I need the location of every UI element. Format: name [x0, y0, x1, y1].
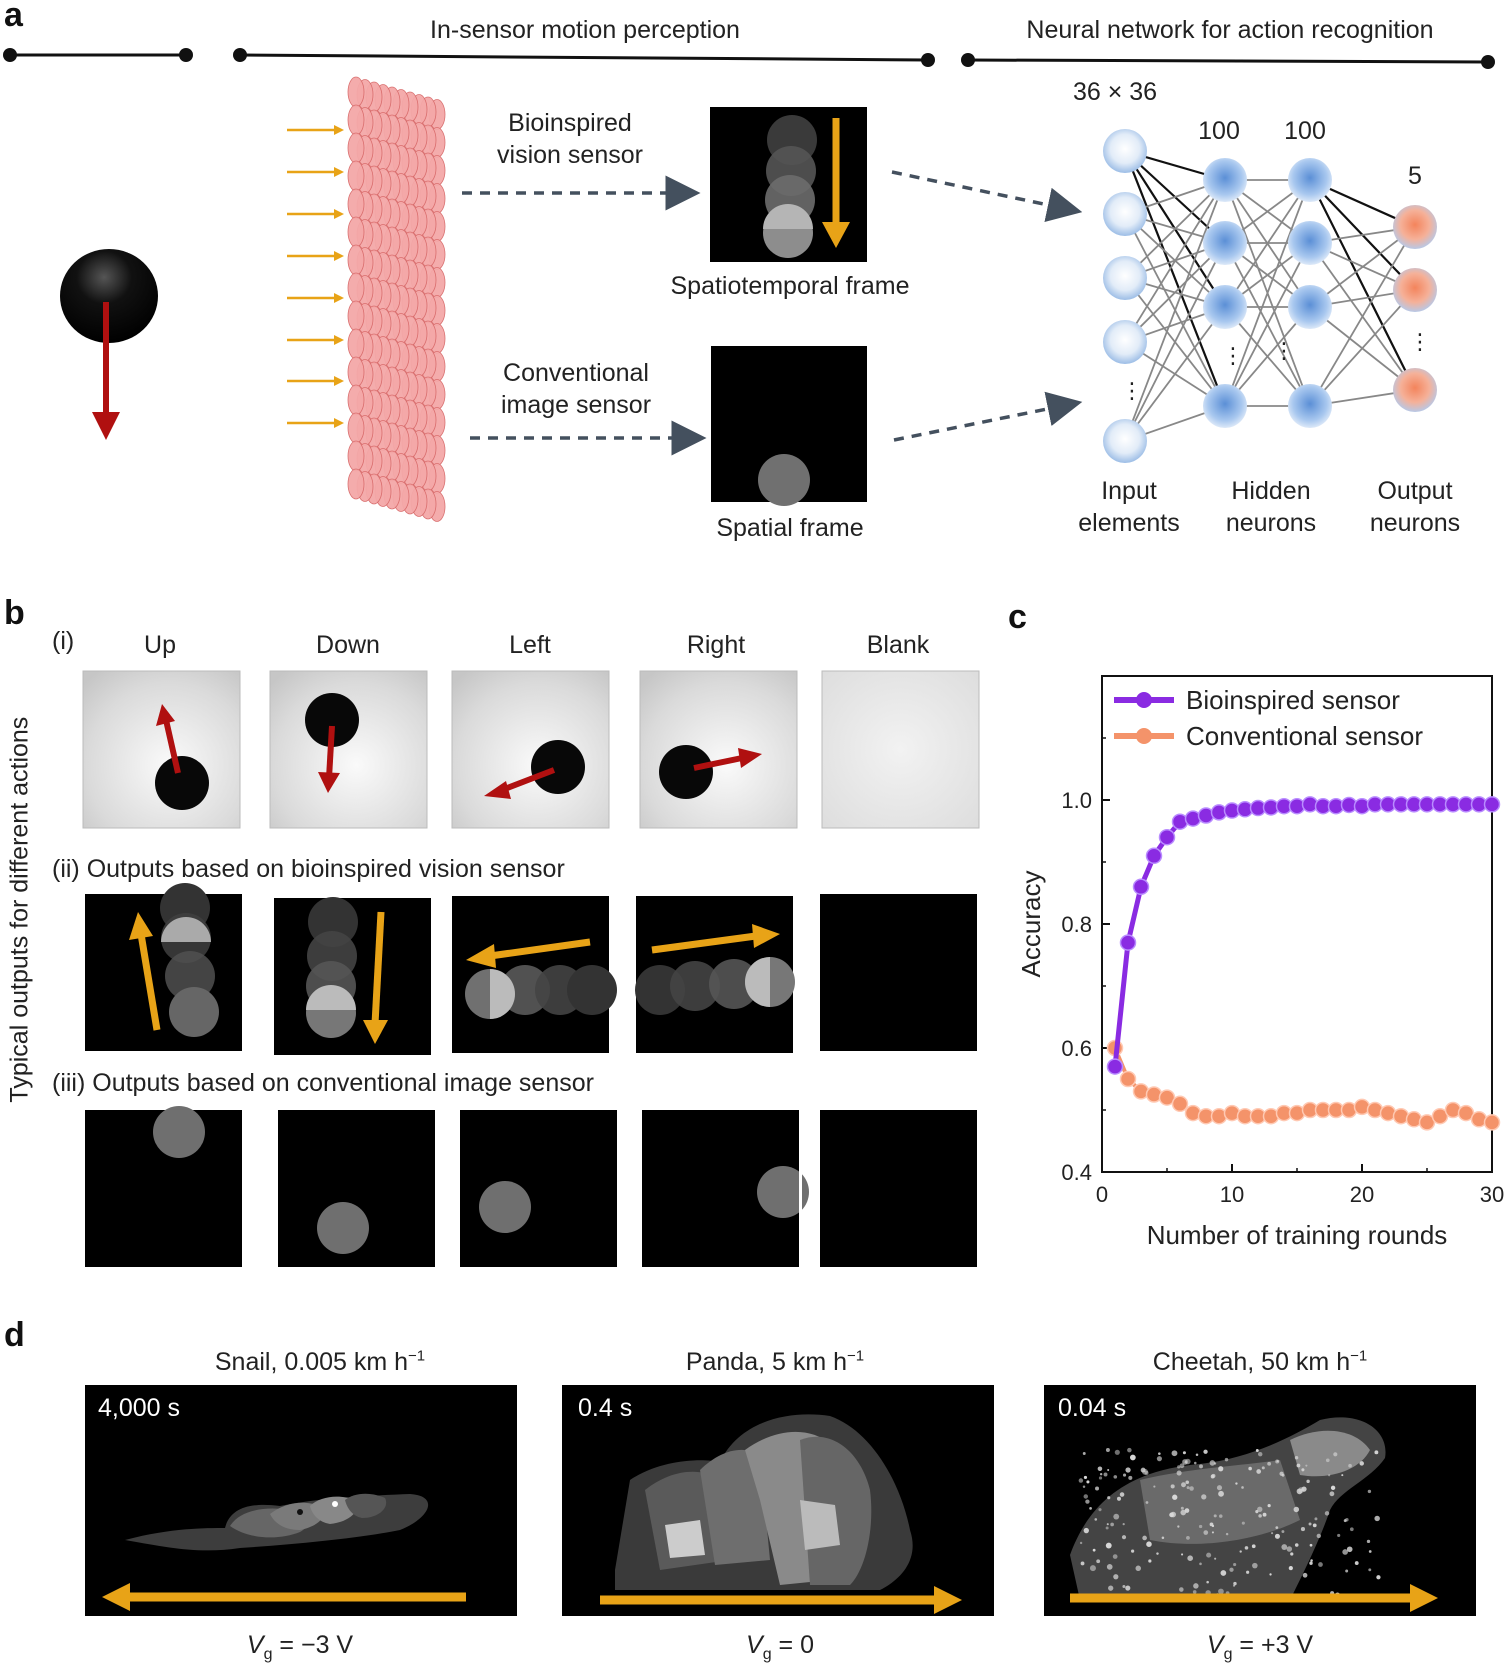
cheetah-vg: Vg = +3 V: [1206, 1631, 1314, 1663]
x-tick-label: 30: [1480, 1182, 1504, 1207]
falling-ball: [60, 249, 158, 343]
conv-point: [1418, 1114, 1436, 1131]
output-caption-2: neurons: [1369, 509, 1461, 537]
panel-d-images: [85, 1385, 1476, 1616]
conv-output-down: [278, 1110, 435, 1267]
cheetah-frame: [1044, 1385, 1476, 1616]
conv-sensor-label-2: image sensor: [500, 391, 652, 419]
cheetah-time: 0.04 s: [1058, 1394, 1127, 1422]
conv-point: [1119, 1070, 1137, 1088]
y-tick-label: 0.8: [1061, 912, 1092, 937]
x-axis-title: Number of training rounds: [1147, 1220, 1448, 1250]
row-iii-label: (iii) Outputs based on conventional imag…: [52, 1069, 594, 1097]
bio-sensor-label-1: Bioinspired: [508, 109, 632, 137]
input-ellipsis: ⋮: [1121, 378, 1143, 403]
nn-connections: [1123, 149, 1416, 442]
cheetah-title: Cheetah, 50 km h−1: [1152, 1347, 1368, 1376]
photo-right: [639, 670, 798, 829]
photo-up: [82, 670, 241, 829]
legend-swatch-dot: [1136, 692, 1152, 708]
spatial-caption: Spatial frame: [716, 514, 864, 542]
photo-blank: [821, 670, 980, 829]
input-size: 36 × 36: [1072, 78, 1158, 106]
bio-sensor-label-2: vision sensor: [497, 141, 643, 169]
nn-nodes: [1103, 129, 1437, 463]
legend-label: Conventional sensor: [1186, 721, 1423, 751]
y-tick-label: 0.6: [1061, 1036, 1092, 1061]
hidden-caption-1: Hidden: [1231, 477, 1311, 505]
bio-point: [1483, 796, 1501, 813]
panda-frame: [562, 1385, 994, 1616]
hidden2-size: 100: [1284, 117, 1326, 145]
bio-point: [1119, 934, 1137, 951]
panel-b-label: b: [4, 594, 25, 632]
conv-output-up: [85, 1106, 242, 1267]
panda-vg: Vg = 0: [746, 1631, 814, 1663]
bio-point: [1132, 878, 1150, 896]
accuracy-chart: 0 10 20 30 0.4 0.6 0.8 1.0 Number of training ro…: [1016, 675, 1504, 1250]
snail-title: Snail, 0.005 km h−1: [214, 1347, 426, 1376]
y-tick-label: 1.0: [1061, 788, 1092, 813]
output-caption-1: Output: [1377, 477, 1453, 505]
snail-time: 4,000 s: [98, 1394, 181, 1422]
x-tick-label: 10: [1220, 1182, 1244, 1207]
action-up: Up: [144, 631, 176, 659]
conv-point: [1431, 1107, 1449, 1125]
conv-sensor-label-1: Conventional: [503, 359, 649, 387]
legend-label: Bioinspired sensor: [1186, 685, 1400, 715]
hidden1-ellipsis: ⋮: [1222, 343, 1244, 368]
panel-a-graphics: [3, 48, 1495, 522]
incoming-light-arrows: [287, 125, 344, 428]
conv-output-left: [460, 1110, 617, 1267]
action-right: Right: [686, 631, 746, 659]
y-tick-label: 0.4: [1061, 1160, 1092, 1185]
action-left: Left: [509, 631, 551, 659]
y-axis-title: Accuracy: [1016, 871, 1046, 978]
x-tick-label: 20: [1350, 1182, 1374, 1207]
conv-point: [1158, 1089, 1176, 1106]
bio-point: [1158, 828, 1176, 846]
action-down: Down: [316, 631, 380, 659]
bio-output-right: [635, 896, 795, 1053]
conv-output-blank: [820, 1110, 977, 1267]
output-size: 5: [1408, 162, 1422, 190]
input-caption-1: Input: [1101, 477, 1157, 505]
bio-output-left: [452, 896, 617, 1053]
hidden-caption-2: neurons: [1225, 509, 1317, 537]
bio-point: [1145, 847, 1163, 865]
panel-d-label: d: [4, 1316, 25, 1354]
sensor-array: [347, 76, 446, 522]
x-tick-label: 0: [1096, 1182, 1108, 1207]
section-sensor-title: In-sensor motion perception: [430, 16, 740, 44]
photo-left: [451, 670, 610, 829]
panel-b-images: [82, 670, 980, 1267]
legend-swatch-dot: [1136, 728, 1152, 744]
hidden2-ellipsis: ⋮: [1273, 338, 1295, 363]
spatiotemporal-caption: Spatiotemporal frame: [670, 272, 910, 300]
photo-down: [269, 670, 428, 829]
conv-point: [1457, 1104, 1475, 1122]
panel-c-label: c: [1008, 598, 1027, 636]
section-network-title: Neural network for action recognition: [1026, 16, 1434, 44]
conv-point: [1171, 1095, 1189, 1113]
row-i-label: (i): [52, 627, 75, 655]
bio-point: [1106, 1058, 1124, 1075]
conv-point: [1483, 1114, 1501, 1131]
row-ii-label: (ii) Outputs based on bioinspired vision…: [52, 855, 565, 883]
panel-a-label: a: [4, 0, 23, 34]
panda-title: Panda, 5 km h−1: [685, 1347, 865, 1376]
bio-output-up: [85, 883, 242, 1051]
input-caption-2: elements: [1078, 509, 1180, 537]
hidden1-size: 100: [1198, 117, 1240, 145]
snail-vg: Vg = −3 V: [246, 1631, 354, 1663]
section-bars: [3, 48, 1495, 69]
conv-output-right: [642, 1110, 809, 1267]
output-ellipsis: ⋮: [1409, 329, 1431, 354]
bio-output-blank: [820, 894, 977, 1051]
snail-frame: [85, 1385, 517, 1616]
panda-time: 0.4 s: [578, 1394, 633, 1422]
action-blank: Blank: [866, 631, 930, 659]
bio-output-down: [274, 897, 431, 1055]
